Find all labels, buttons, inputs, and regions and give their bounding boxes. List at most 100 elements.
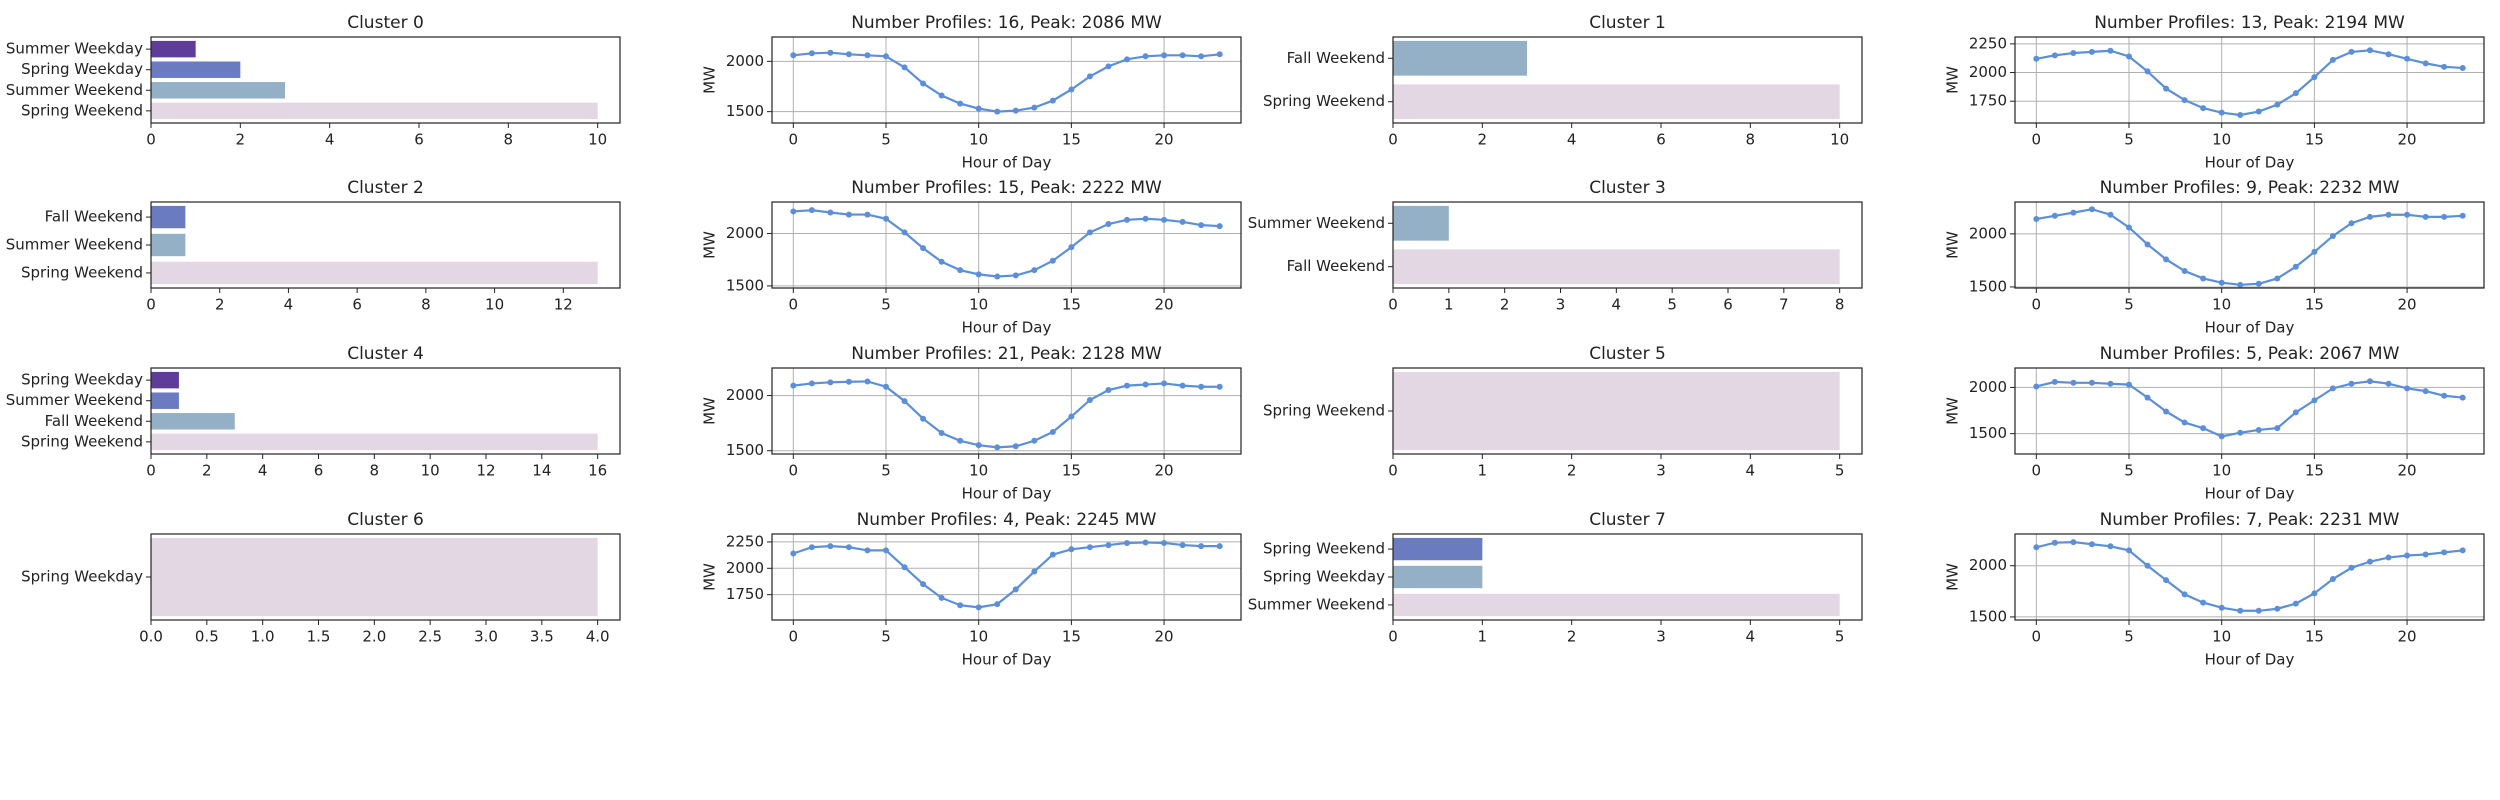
y-tick-label: 2000 — [1969, 63, 2007, 81]
bar — [1393, 565, 1483, 589]
profile-point — [2181, 97, 2188, 104]
profile-point — [2274, 275, 2281, 282]
profile-point — [901, 564, 908, 571]
x-tick-label: 2.0 — [362, 628, 386, 646]
profile-point — [1216, 383, 1223, 390]
axes-frame — [1392, 367, 1863, 455]
profile-point — [2348, 380, 2355, 387]
x-tick-label: 15 — [2305, 462, 2324, 480]
profile-point — [1086, 396, 1093, 403]
profile-point — [2385, 211, 2392, 218]
profile-point — [827, 543, 834, 550]
profile-point — [957, 100, 964, 107]
x-tick-label: 8 — [421, 296, 431, 314]
y-tick-label: Spring Weekend — [21, 101, 143, 119]
x-tick-label: 3.0 — [474, 628, 498, 646]
profile-point — [2292, 263, 2299, 270]
profile-point — [827, 209, 834, 216]
y-tick-label: Summer Weekend — [1248, 214, 1385, 232]
x-tick-label: 5 — [2124, 462, 2134, 480]
profile-point — [845, 544, 852, 551]
profile-point — [2218, 109, 2225, 116]
x-tick-label: 5 — [881, 131, 891, 149]
profile-point — [1179, 218, 1186, 225]
y-axis-label: MW — [701, 231, 719, 259]
x-tick-label: 8 — [370, 462, 380, 480]
x-tick-label: 12 — [554, 296, 573, 314]
profile-point — [994, 601, 1001, 608]
y-axis-label: MW — [1944, 397, 1962, 425]
profile-point — [2329, 385, 2336, 392]
x-tick-label: 0 — [2032, 628, 2042, 646]
y-tick-label: 2000 — [726, 52, 764, 70]
x-tick-label: 12 — [476, 462, 495, 480]
profile-point — [1049, 551, 1056, 558]
profile-point — [2163, 408, 2170, 415]
profile-point — [1142, 215, 1149, 222]
axes-frame — [2014, 201, 2485, 289]
x-tick-label: 4 — [284, 296, 294, 314]
y-tick-label: 1500 — [726, 276, 764, 294]
x-tick-label: 0.5 — [195, 628, 219, 646]
x-tick-label: 10 — [2212, 296, 2231, 314]
axes-frame — [771, 367, 1242, 455]
x-axis-label: Hour of Day — [2205, 651, 2295, 669]
profile-point — [827, 49, 834, 56]
profile-point — [2274, 425, 2281, 432]
profile-point — [1179, 542, 1186, 549]
bar — [151, 433, 598, 451]
y-tick-label: Spring Weekend — [1263, 92, 1385, 110]
x-tick-label: 20 — [1155, 462, 1174, 480]
x-tick-label: 0 — [789, 628, 799, 646]
profile-point — [1049, 428, 1056, 435]
x-tick-label: 3 — [1656, 628, 1666, 646]
x-axis-label: Hour of Day — [962, 485, 1052, 503]
profile-point — [957, 267, 964, 274]
profile-point — [2070, 379, 2077, 386]
profile-point — [1216, 51, 1223, 58]
profile-point — [1161, 216, 1168, 223]
x-tick-label: 7 — [1779, 296, 1789, 314]
bar — [151, 392, 179, 409]
y-tick-label: Spring Weekday — [21, 60, 143, 78]
profile-point — [920, 80, 927, 87]
profile-point — [2088, 541, 2095, 548]
y-axis-label: MW — [701, 563, 719, 591]
profile-point — [2144, 241, 2151, 248]
x-tick-label: 6 — [414, 131, 424, 149]
bar — [151, 205, 186, 229]
profile-point — [2385, 380, 2392, 387]
profile-point — [2218, 433, 2225, 440]
axes-frame — [150, 533, 621, 621]
profile-point — [975, 105, 982, 112]
y-tick-label: Fall Weekend — [1287, 257, 1385, 275]
profile-point — [938, 594, 945, 601]
subplot-title: Cluster 3 — [1589, 178, 1666, 198]
profile-point — [1123, 539, 1130, 546]
x-tick-label: 20 — [2398, 296, 2417, 314]
x-tick-label: 2 — [1500, 296, 1510, 314]
x-tick-label: 10 — [2212, 131, 2231, 149]
subplot-title: Number Profiles: 21, Peak: 2128 MW — [851, 344, 1162, 364]
bar — [151, 102, 598, 120]
axes-frame — [771, 533, 1242, 621]
x-axis-label: Hour of Day — [962, 154, 1052, 172]
profile-point — [2404, 552, 2411, 559]
profile-point — [2385, 554, 2392, 561]
y-tick-label: 1750 — [1969, 92, 2007, 110]
profile-point — [2070, 209, 2077, 216]
axes-frame — [1392, 533, 1863, 621]
x-axis-label: Hour of Day — [962, 651, 1052, 669]
x-axis-label: Hour of Day — [2205, 319, 2295, 337]
profile-point — [2422, 60, 2429, 67]
profile-point — [1216, 223, 1223, 230]
y-tick-label: 2000 — [726, 559, 764, 577]
x-tick-label: 14 — [532, 462, 551, 480]
y-tick-label: Fall Weekend — [1287, 49, 1385, 67]
x-tick-label: 1.5 — [307, 628, 331, 646]
x-tick-label: 5 — [2124, 628, 2134, 646]
x-tick-label: 5 — [881, 296, 891, 314]
y-tick-label: 2000 — [1969, 378, 2007, 396]
x-tick-label: 5 — [2124, 296, 2134, 314]
profile-point — [1012, 272, 1019, 279]
